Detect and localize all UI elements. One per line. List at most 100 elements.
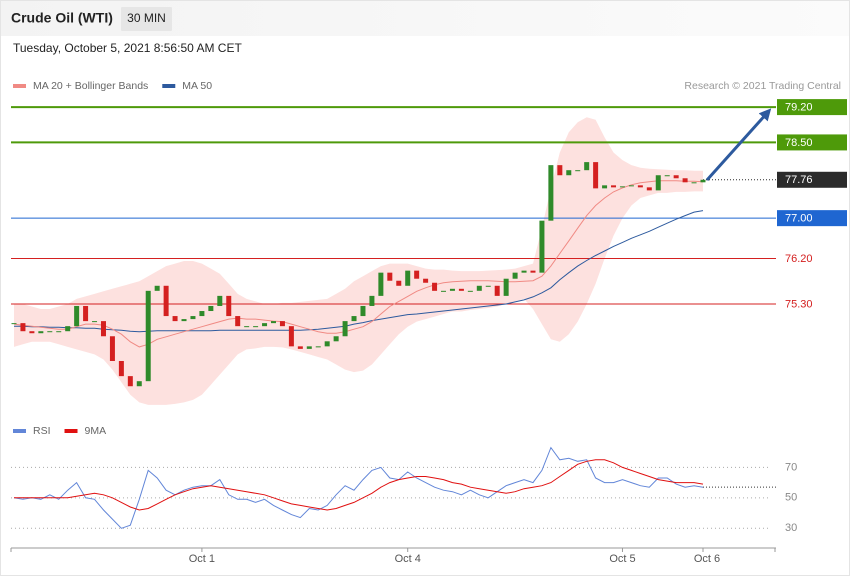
legend-label: 9MA [85, 425, 107, 437]
candle [378, 272, 384, 296]
candle [423, 278, 429, 283]
candle [306, 346, 312, 349]
candle [181, 319, 187, 322]
candle [611, 185, 617, 188]
interval-label: 30 MIN [127, 11, 166, 25]
series-line [13, 446, 704, 529]
candle [673, 175, 679, 179]
candle [29, 331, 35, 334]
candle [262, 323, 268, 327]
level-box [777, 210, 847, 227]
credit: Research © 2021 Trading Central [684, 80, 841, 92]
candle [315, 346, 321, 348]
candle [485, 285, 491, 287]
candle [83, 305, 89, 322]
candle [602, 185, 608, 189]
candle [172, 316, 178, 322]
candle [628, 185, 634, 187]
level-box [777, 134, 847, 151]
rsi-panel: RSI 9MA 30 50 70 Oct 1 Oct 4 Oct 5 Oct 6 [10, 425, 797, 565]
candle [458, 288, 464, 291]
y-tick-label: 30 [785, 522, 797, 534]
level-label: 77.76 [785, 174, 813, 186]
x-tick-label: Oct 5 [609, 553, 635, 565]
candle [65, 326, 71, 332]
candle [432, 282, 438, 291]
candle [360, 305, 366, 317]
candle [226, 295, 232, 317]
interval-badge [121, 7, 172, 31]
candle [619, 186, 625, 188]
forecast-arrow [705, 108, 772, 182]
level-label: 78.50 [785, 137, 813, 149]
candle [467, 290, 473, 292]
candle [324, 341, 330, 347]
ma20-line [13, 180, 704, 348]
candle [47, 331, 53, 333]
ma50-line [14, 210, 704, 333]
legend-swatch [162, 84, 176, 88]
candle [476, 285, 482, 291]
legend-swatch [13, 429, 26, 433]
candle [270, 321, 276, 324]
candle [109, 336, 115, 361]
candle [548, 165, 554, 221]
candle [387, 272, 393, 281]
candle [333, 336, 339, 342]
bollinger-band [14, 117, 703, 405]
candle [396, 280, 402, 286]
candle [145, 290, 151, 382]
level-label: 79.20 [785, 102, 813, 114]
candle [584, 162, 590, 171]
level-label: 77.00 [785, 213, 813, 225]
candle [682, 178, 688, 183]
candle [655, 175, 661, 191]
candle [92, 321, 98, 323]
candle [11, 323, 17, 325]
candle [530, 270, 536, 273]
candle [414, 270, 420, 279]
candle [20, 323, 26, 332]
y-tick-label: 70 [785, 461, 797, 473]
price-panel: MA 20 + Bollinger Bands MA 50 79.20 78.50 77… [11, 80, 847, 405]
level-box [777, 171, 847, 188]
candle [100, 321, 106, 337]
candle [700, 179, 706, 183]
candle [288, 326, 294, 347]
candle [235, 316, 241, 327]
candle [494, 285, 500, 296]
candle [74, 305, 80, 327]
candle [127, 376, 133, 387]
candle [646, 187, 652, 191]
level-label: 76.20 [785, 253, 813, 265]
x-tick-label: Oct 6 [694, 553, 720, 565]
candle [449, 288, 455, 291]
candle [217, 295, 223, 306]
candle [163, 285, 169, 317]
candle [297, 346, 303, 349]
legend-label: RSI [33, 425, 51, 437]
candle [521, 270, 527, 273]
candle [38, 331, 44, 334]
candle [118, 360, 124, 377]
candle [199, 311, 205, 317]
candle [566, 170, 572, 176]
candle [593, 162, 599, 189]
legend-swatch [64, 429, 78, 433]
candle [369, 295, 375, 306]
candle [691, 182, 697, 184]
instrument-title: Crude Oil (WTI) [11, 10, 113, 26]
candle [190, 316, 196, 320]
y-tick-label: 50 [785, 492, 797, 504]
candle [351, 316, 357, 322]
candle [664, 175, 670, 177]
candle [342, 321, 348, 337]
candle [244, 326, 250, 328]
timestamp: Tuesday, October 5, 2021 8:56:50 AM CET [13, 41, 242, 55]
x-tick-label: Oct 1 [189, 553, 215, 565]
level-box [777, 99, 847, 116]
candle [136, 381, 142, 387]
candle [575, 170, 581, 172]
candle [539, 220, 545, 273]
